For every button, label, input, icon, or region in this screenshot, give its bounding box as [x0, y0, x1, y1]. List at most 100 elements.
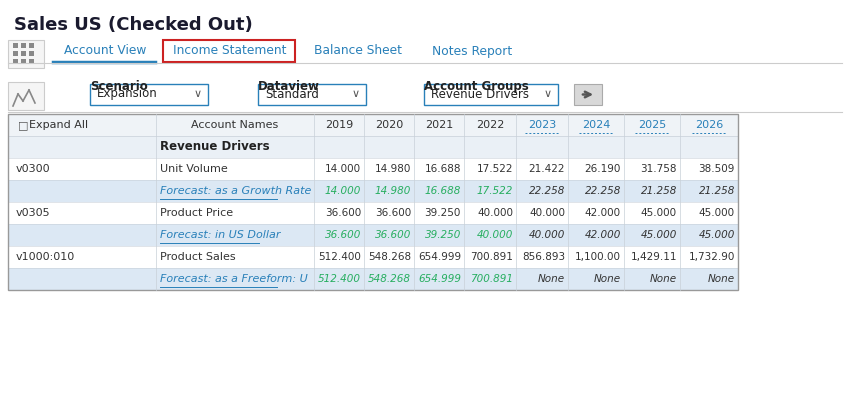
Bar	[8, 180, 738, 202]
Bar	[8, 202, 738, 224]
Bar	[21, 43, 26, 48]
Text: Expansion: Expansion	[97, 88, 158, 101]
Text: 36.600: 36.600	[325, 230, 361, 240]
Bar	[29, 43, 34, 48]
Text: 21.258: 21.258	[641, 186, 677, 196]
Bar	[8, 202, 738, 224]
Text: 40.000: 40.000	[477, 208, 513, 218]
Text: 512.400: 512.400	[318, 252, 361, 262]
Text: 2026: 2026	[694, 120, 723, 130]
Text: 42.000: 42.000	[585, 230, 621, 240]
Text: Balance Sheet: Balance Sheet	[314, 45, 402, 57]
Bar	[29, 51, 34, 56]
Bar	[8, 114, 738, 136]
Text: 16.688: 16.688	[425, 186, 461, 196]
Text: 14.980: 14.980	[375, 186, 411, 196]
Text: Dataview: Dataview	[258, 80, 320, 93]
Bar	[13, 59, 18, 64]
FancyBboxPatch shape	[8, 40, 44, 68]
Bar	[8, 268, 738, 290]
Text: 21.422: 21.422	[529, 164, 565, 174]
Text: 856.893: 856.893	[522, 252, 565, 262]
Bar	[8, 158, 738, 180]
FancyBboxPatch shape	[163, 40, 295, 62]
Text: 17.522: 17.522	[477, 164, 513, 174]
Text: 548.268: 548.268	[368, 274, 411, 284]
Text: 16.688: 16.688	[424, 164, 461, 174]
Bar	[8, 246, 738, 268]
Text: Account View: Account View	[64, 45, 146, 57]
Text: 14.980: 14.980	[375, 164, 411, 174]
Text: 39.250: 39.250	[425, 230, 461, 240]
Text: 700.891: 700.891	[470, 252, 513, 262]
Text: 45.000: 45.000	[699, 230, 735, 240]
Text: 45.000: 45.000	[641, 230, 677, 240]
Text: Income Statement: Income Statement	[173, 45, 286, 57]
Text: 45.000: 45.000	[641, 208, 677, 218]
Bar	[13, 51, 18, 56]
Text: Product Sales: Product Sales	[160, 252, 235, 262]
Text: None: None	[538, 274, 565, 284]
Bar	[8, 158, 738, 180]
Text: 2025: 2025	[638, 120, 666, 130]
Text: Unit Volume: Unit Volume	[160, 164, 228, 174]
Text: 2022: 2022	[476, 120, 504, 130]
Text: 40.000: 40.000	[529, 230, 565, 240]
Bar	[8, 224, 738, 246]
Text: Account Names: Account Names	[191, 120, 279, 130]
Text: 14.000: 14.000	[325, 186, 361, 196]
Text: Account Groups: Account Groups	[424, 80, 529, 93]
Text: 42.000: 42.000	[585, 208, 621, 218]
Text: 21.258: 21.258	[699, 186, 735, 196]
Text: 1,429.11: 1,429.11	[631, 252, 677, 262]
Text: v0300: v0300	[16, 164, 51, 174]
Text: □: □	[18, 120, 29, 130]
Bar	[8, 114, 738, 290]
Bar	[8, 246, 738, 268]
Text: 548.268: 548.268	[368, 252, 411, 262]
Text: 36.600: 36.600	[375, 230, 411, 240]
Text: 17.522: 17.522	[477, 186, 513, 196]
Text: Forecast: in US Dollar: Forecast: in US Dollar	[160, 230, 280, 240]
Text: 45.000: 45.000	[699, 208, 735, 218]
Text: v1000:010: v1000:010	[16, 252, 76, 262]
Text: 40.000: 40.000	[477, 230, 513, 240]
FancyBboxPatch shape	[424, 84, 558, 105]
Text: 654.999: 654.999	[418, 274, 461, 284]
Text: ∨: ∨	[194, 89, 202, 99]
Text: None: None	[708, 274, 735, 284]
Text: Notes Report: Notes Report	[433, 45, 513, 57]
Bar	[8, 268, 738, 290]
Text: None: None	[594, 274, 621, 284]
Text: 31.758: 31.758	[641, 164, 677, 174]
Text: Product Price: Product Price	[160, 208, 233, 218]
Text: Expand All: Expand All	[29, 120, 88, 130]
Text: Revenue Drivers: Revenue Drivers	[431, 88, 529, 101]
Text: v0305: v0305	[16, 208, 51, 218]
Text: 38.509: 38.509	[699, 164, 735, 174]
Text: 700.891: 700.891	[470, 274, 513, 284]
Text: ∨: ∨	[352, 89, 360, 99]
Text: ∨: ∨	[544, 89, 552, 99]
Text: 26.190: 26.190	[585, 164, 621, 174]
Text: 39.250: 39.250	[425, 208, 461, 218]
Text: Revenue Drivers: Revenue Drivers	[160, 140, 269, 154]
Text: None: None	[650, 274, 677, 284]
Bar	[21, 59, 26, 64]
Bar	[29, 59, 34, 64]
FancyBboxPatch shape	[8, 82, 44, 110]
Text: 2021: 2021	[425, 120, 453, 130]
Bar	[8, 180, 738, 202]
Text: Standard: Standard	[265, 88, 319, 101]
FancyBboxPatch shape	[258, 84, 366, 105]
Text: 36.600: 36.600	[375, 208, 411, 218]
Text: 654.999: 654.999	[418, 252, 461, 262]
Text: Forecast: as a Freeform: U: Forecast: as a Freeform: U	[160, 274, 308, 284]
Text: 14.000: 14.000	[325, 164, 361, 174]
Text: 36.600: 36.600	[325, 208, 361, 218]
Bar	[13, 43, 18, 48]
Text: 22.258: 22.258	[529, 186, 565, 196]
Text: 2024: 2024	[581, 120, 610, 130]
Text: 512.400: 512.400	[318, 274, 361, 284]
Text: 2023: 2023	[528, 120, 556, 130]
